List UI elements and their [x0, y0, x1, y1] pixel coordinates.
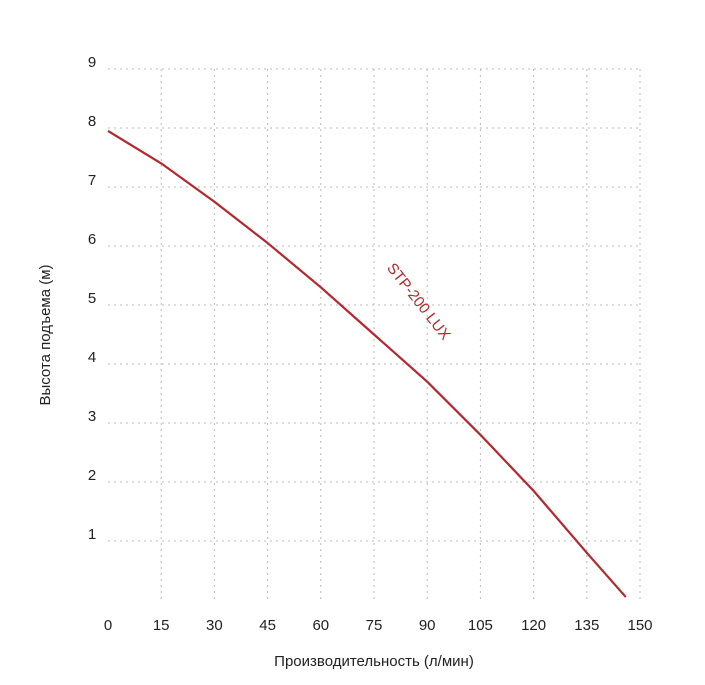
- y-tick-label: 6: [88, 231, 96, 248]
- y-tick-label: 7: [88, 172, 96, 189]
- x-axis-title: Производительность (л/мин): [274, 653, 474, 670]
- y-tick-label: 8: [88, 113, 96, 130]
- x-tick-label: 15: [153, 617, 170, 634]
- x-tick-label: 60: [312, 617, 329, 634]
- series-line: [107, 130, 627, 598]
- y-tick-label: 4: [88, 349, 96, 366]
- x-tick-label: 75: [366, 617, 383, 634]
- x-tick-label: 150: [627, 617, 652, 634]
- x-tick-label: 90: [419, 617, 436, 634]
- y-tick-label: 2: [88, 467, 96, 484]
- y-tick-label: 1: [88, 526, 96, 543]
- x-tick-label: 120: [521, 617, 546, 634]
- y-tick-label: 3: [88, 408, 96, 425]
- y-tick-label: 9: [88, 54, 96, 71]
- x-tick-label: 30: [206, 617, 223, 634]
- series-label: STP-200 LUX: [383, 260, 453, 343]
- y-tick-label: 5: [88, 290, 96, 307]
- x-tick-label: 0: [104, 617, 112, 634]
- x-tick-label: 45: [259, 617, 276, 634]
- y-axis-title: Высота подъема (м): [37, 264, 54, 405]
- x-tick-label: 135: [574, 617, 599, 634]
- x-tick-label: 105: [468, 617, 493, 634]
